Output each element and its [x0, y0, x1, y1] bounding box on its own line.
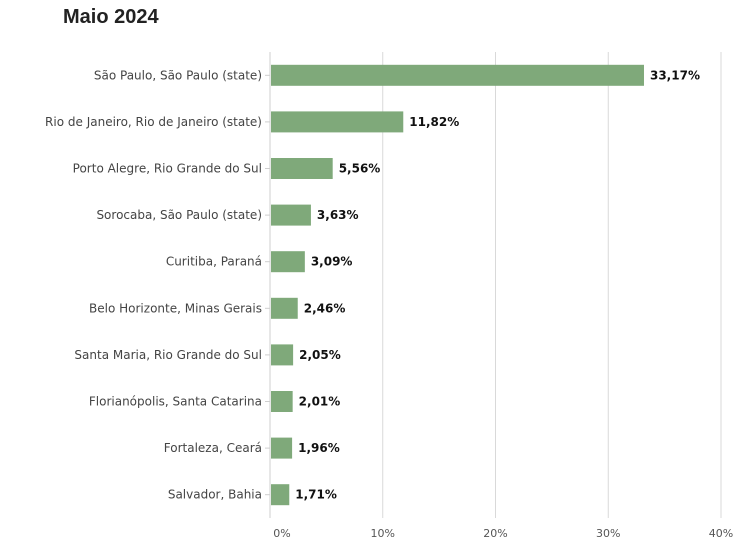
- category-label: Salvador, Bahia: [168, 488, 262, 502]
- data-label: 2,46%: [304, 301, 346, 315]
- bar: [271, 204, 311, 226]
- data-label: 1,71%: [295, 488, 337, 502]
- category-label: São Paulo, São Paulo (state): [94, 68, 262, 82]
- category-label: Santa Maria, Rio Grande do Sul: [74, 348, 262, 362]
- data-label: 1,96%: [298, 441, 340, 455]
- category-label: Rio de Janeiro, Rio de Janeiro (state): [45, 115, 262, 129]
- data-label: 2,01%: [299, 395, 341, 409]
- data-label: 11,82%: [409, 115, 459, 129]
- bar: [271, 64, 644, 86]
- bar: [271, 111, 404, 133]
- data-label: 3,63%: [317, 208, 359, 222]
- category-label: Porto Alegre, Rio Grande do Sul: [73, 162, 262, 176]
- x-tick-label: 0%: [273, 527, 290, 539]
- category-label: Florianópolis, Santa Catarina: [89, 395, 262, 409]
- data-label: 33,17%: [650, 68, 700, 82]
- data-label: 2,05%: [299, 348, 341, 362]
- bar: [271, 437, 293, 459]
- bar: [271, 158, 333, 179]
- category-label: Curitiba, Paraná: [166, 255, 262, 269]
- bar: [271, 484, 290, 506]
- x-tick-label: 40%: [709, 527, 733, 539]
- chart-title: Maio 2024: [63, 6, 159, 28]
- data-label: 3,09%: [311, 255, 353, 269]
- category-label: Sorocaba, São Paulo (state): [96, 208, 262, 222]
- category-label: Belo Horizonte, Minas Gerais: [89, 301, 262, 315]
- data-label: 5,56%: [339, 162, 381, 176]
- bar: [271, 344, 294, 366]
- bar: [271, 251, 305, 273]
- x-tick-label: 30%: [596, 527, 620, 539]
- bar: [271, 391, 293, 412]
- x-tick-label: 20%: [483, 527, 507, 539]
- bar: [271, 297, 298, 319]
- x-tick-label: 10%: [371, 527, 395, 539]
- category-label: Fortaleza, Ceará: [164, 441, 262, 455]
